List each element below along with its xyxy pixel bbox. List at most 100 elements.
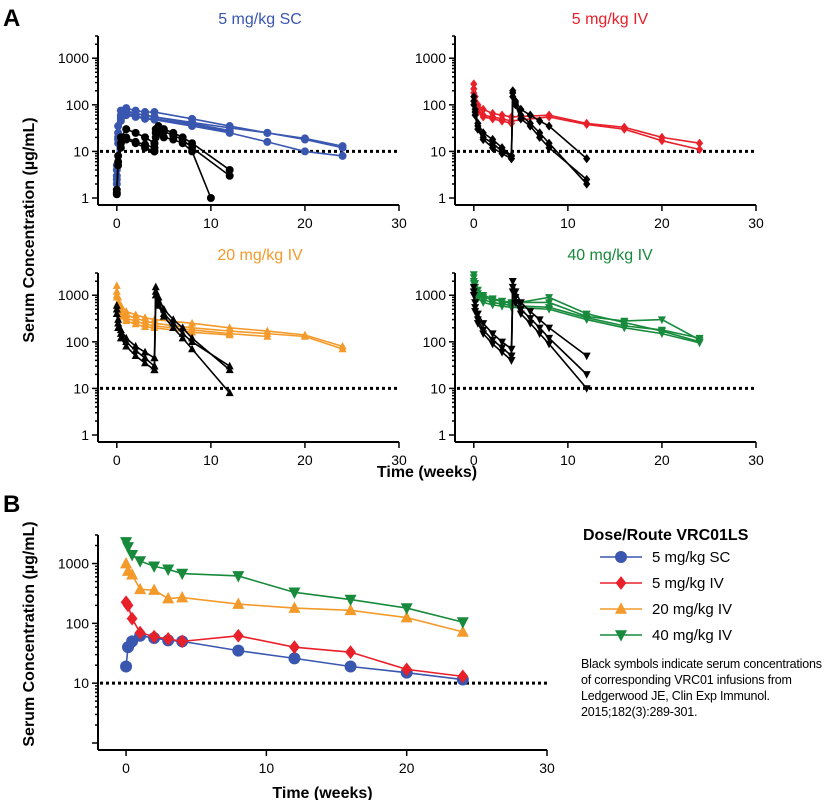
data-point	[162, 591, 175, 604]
data-point	[456, 617, 469, 629]
data-point	[620, 324, 629, 333]
legend-marker	[615, 576, 627, 590]
y-tick-label: 1	[81, 190, 89, 206]
data-point	[154, 128, 163, 137]
data-point	[131, 128, 140, 137]
data-point	[536, 116, 544, 126]
data-point	[141, 322, 150, 331]
data-point	[695, 138, 704, 148]
y-tick-label: 100	[423, 334, 447, 350]
data-point	[169, 323, 178, 331]
legend-title: Dose/Route VRC01LS	[583, 527, 749, 544]
x-tick-label: 0	[122, 760, 130, 776]
data-point	[509, 86, 517, 96]
data-point	[206, 194, 215, 202]
source-note: Black symbols indicate serum concentrati…	[581, 657, 822, 719]
data-point	[535, 316, 544, 324]
y-tick-label: 1000	[415, 50, 446, 66]
data-point	[288, 652, 301, 665]
series-20-mg-kg-iv	[120, 556, 469, 637]
x-tick-label: 10	[203, 452, 219, 468]
series-9	[469, 292, 516, 365]
series-10	[112, 133, 159, 194]
data-point	[134, 582, 147, 595]
data-point	[150, 143, 159, 152]
data-point	[232, 597, 245, 609]
data-point	[232, 571, 245, 583]
y-tick-label: 1	[81, 427, 89, 443]
data-point	[176, 568, 189, 581]
y-tick-label: 10	[73, 380, 89, 396]
data-point	[695, 334, 704, 343]
legend-label: 40 mg/kg IV	[652, 627, 732, 644]
data-point	[338, 151, 347, 160]
x-tick-label: 0	[113, 452, 121, 468]
data-point	[159, 133, 168, 142]
x-tick-label: 20	[297, 452, 313, 468]
chart-3: 1 10 100 1000 0 10 20 30 20 mg/kg IV	[58, 247, 407, 468]
data-point	[134, 625, 146, 640]
data-point	[131, 351, 140, 360]
x-tick-label: 0	[470, 215, 478, 231]
data-point	[112, 304, 121, 313]
data-point	[498, 303, 507, 311]
data-point	[288, 587, 301, 599]
data-point	[122, 542, 135, 554]
data-point	[141, 353, 150, 362]
data-point	[151, 290, 160, 299]
data-point	[169, 135, 178, 144]
data-point	[114, 157, 123, 166]
x-tick-label: 10	[203, 215, 219, 231]
data-point	[545, 294, 554, 302]
data-point	[188, 327, 197, 336]
data-point	[471, 107, 479, 117]
chart-title: 20 mg/kg IV	[217, 247, 303, 264]
data-point	[114, 323, 123, 331]
data-point	[120, 660, 133, 673]
data-point	[151, 282, 160, 291]
x-tick-label: 20	[654, 215, 670, 231]
data-point	[162, 631, 174, 646]
data-point	[469, 292, 478, 300]
series-line	[473, 281, 700, 339]
data-point	[345, 645, 356, 660]
data-point	[232, 628, 244, 643]
data-point	[516, 310, 525, 319]
data-point	[545, 306, 554, 314]
y-tick-label: 1000	[58, 556, 89, 572]
data-point	[488, 330, 497, 339]
y-tick-label: 100	[66, 615, 90, 631]
data-point	[582, 385, 591, 393]
data-point	[141, 347, 150, 356]
data-point	[507, 357, 516, 365]
data-point	[344, 594, 357, 607]
panel-label-a: A	[3, 5, 20, 32]
series-1	[470, 79, 704, 148]
data-point	[225, 361, 234, 370]
data-point	[122, 133, 131, 142]
legend-marker	[615, 551, 627, 563]
data-point	[126, 611, 138, 626]
y-tick-label: 1000	[415, 287, 446, 303]
x-tick-label: 20	[654, 452, 670, 468]
data-point	[116, 114, 125, 123]
data-point	[456, 625, 469, 637]
data-point	[400, 603, 413, 615]
data-point	[474, 121, 482, 131]
data-point	[526, 110, 534, 120]
data-point	[134, 556, 147, 568]
data-point	[300, 332, 309, 340]
chart-4: 1 10 100 1000 0 10 20 30 40 mg/kg IV	[415, 247, 764, 468]
x-tick-label: 10	[560, 215, 576, 231]
y-tick-label: 100	[423, 97, 447, 113]
data-point	[176, 590, 189, 603]
series-line	[473, 83, 700, 144]
data-point	[148, 561, 161, 573]
x-tick-label: 20	[297, 215, 313, 231]
legend-label: 5 mg/kg SC	[652, 549, 731, 566]
data-point	[116, 139, 125, 148]
chart-5: 10 100 1000 0 10 20 30 Time (weeks) Dose/Route V…	[58, 527, 749, 800]
data-point	[122, 125, 131, 134]
data-point	[188, 147, 197, 156]
data-point	[112, 292, 121, 301]
